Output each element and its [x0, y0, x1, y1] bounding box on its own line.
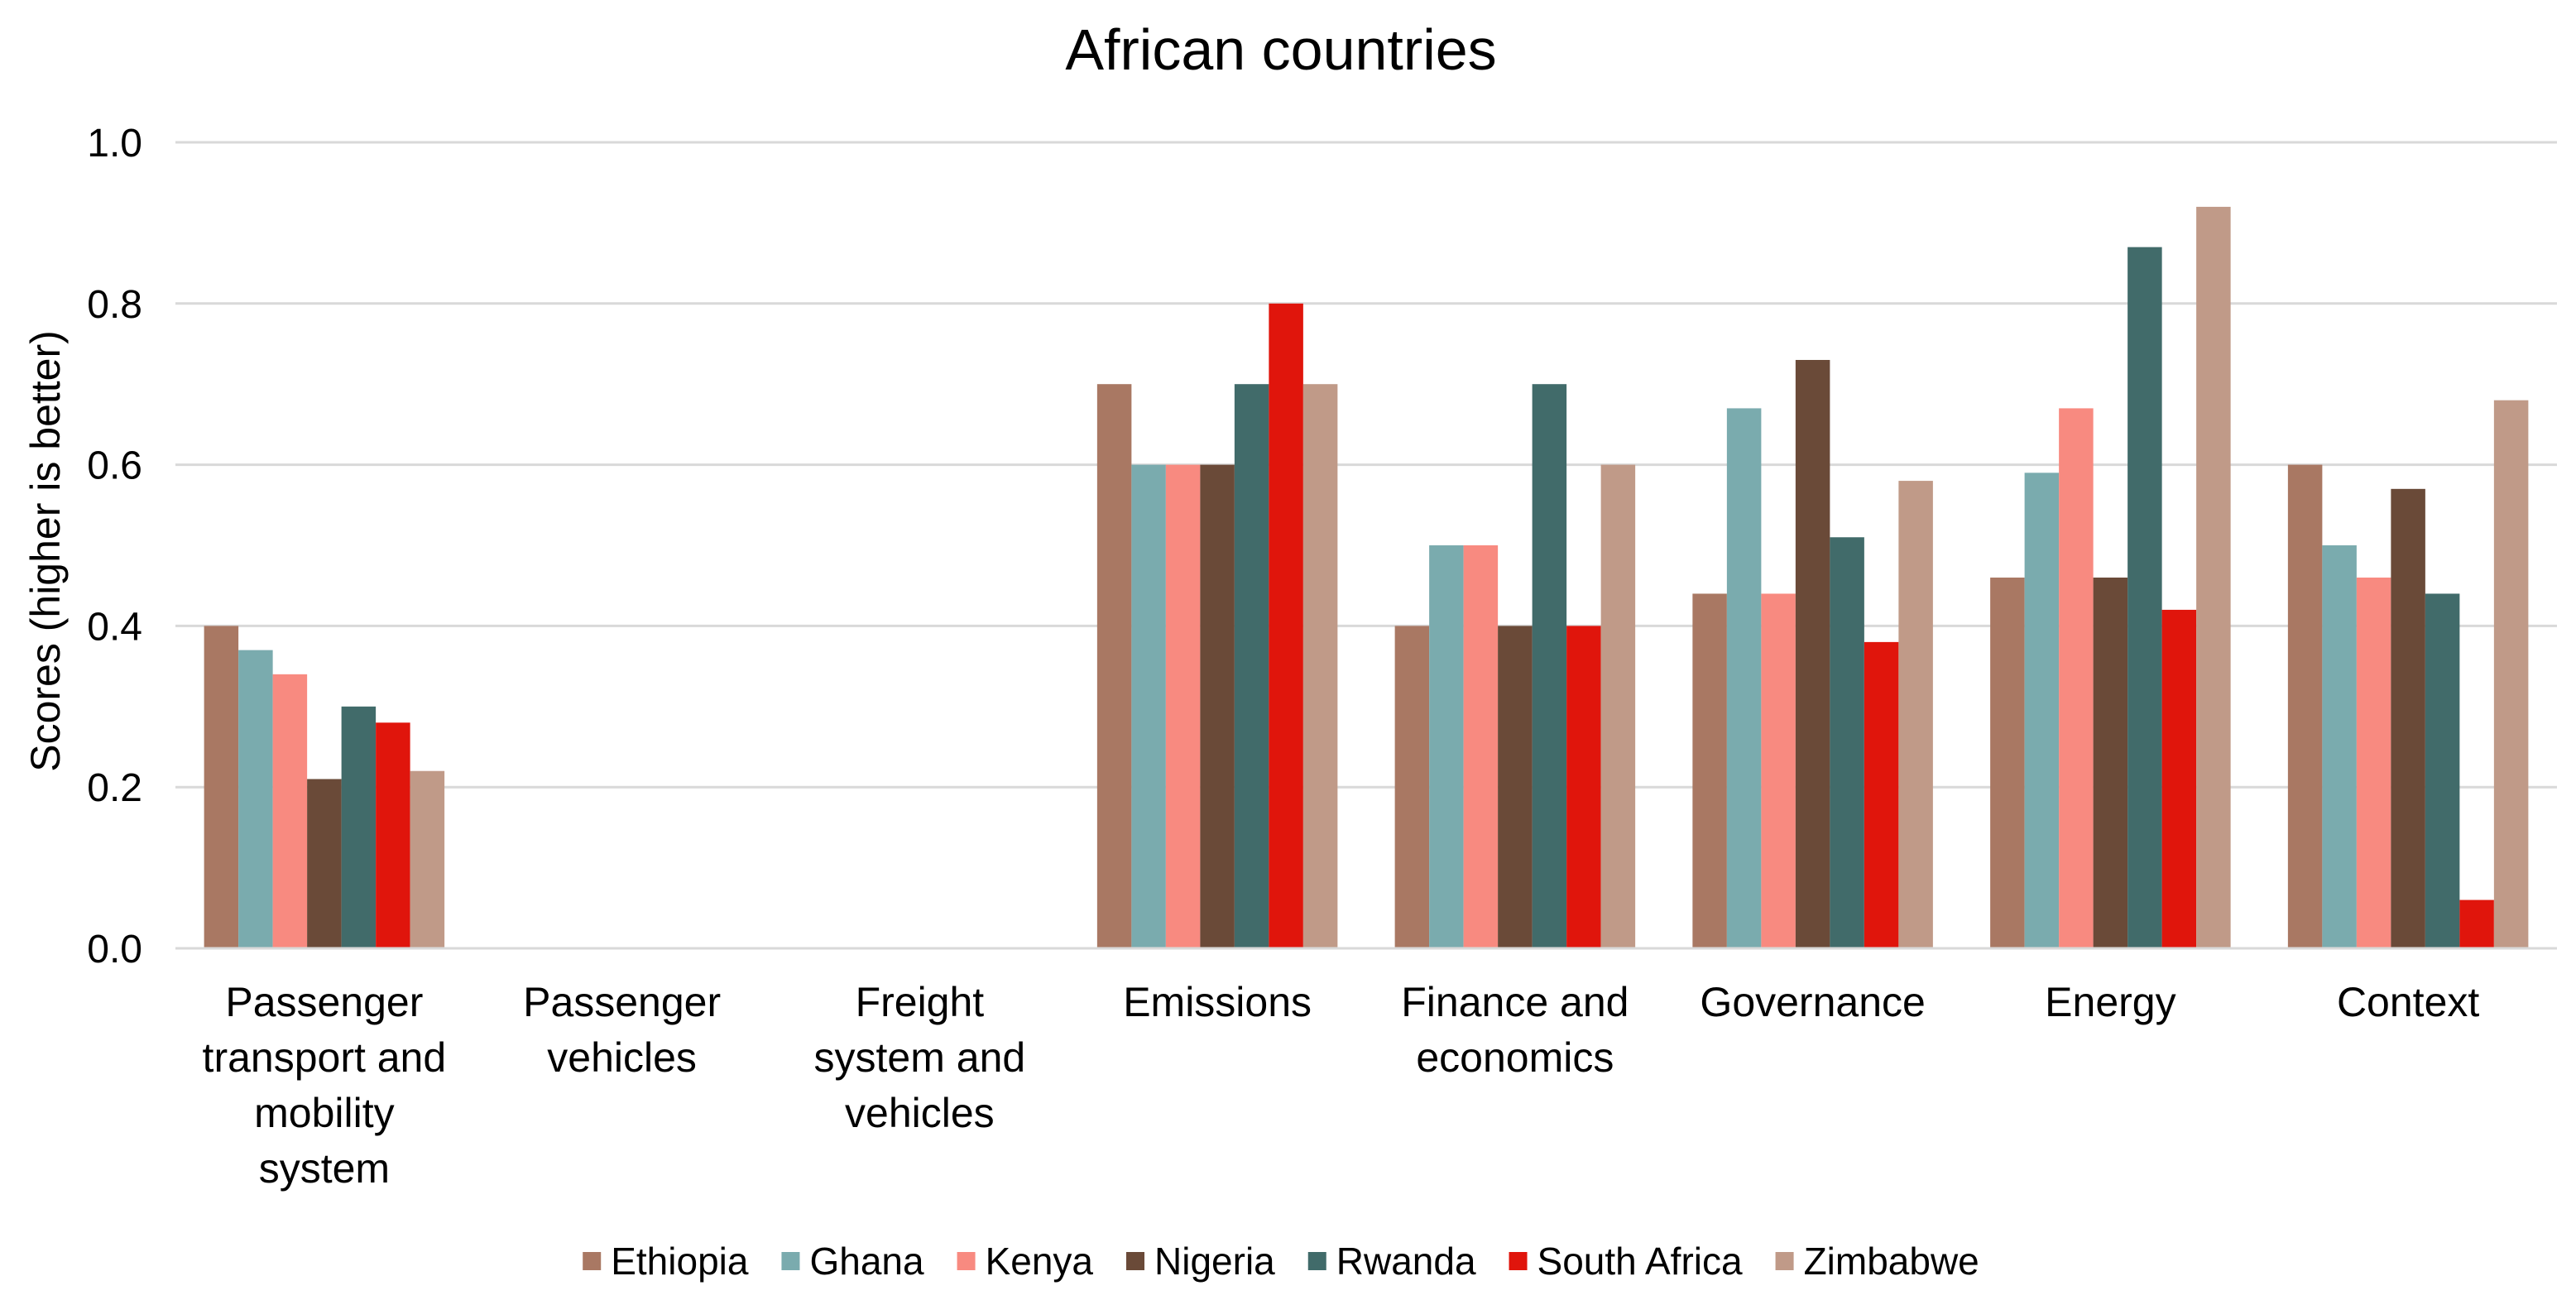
category-label: Freight — [856, 979, 985, 1025]
bar-nigeria — [307, 779, 342, 948]
category-labels: Passenger transport and mobility system Pass… — [203, 979, 2480, 1192]
bar-rwanda — [2425, 593, 2460, 948]
chart-title: African countries — [1065, 17, 1496, 82]
category-label: Governance — [1700, 979, 1925, 1025]
legend-label: Nigeria — [1154, 1240, 1275, 1283]
bar-zimbabwe — [1600, 464, 1636, 948]
bar-rwanda — [1532, 384, 1567, 948]
bar-nigeria — [2391, 488, 2425, 948]
bar-ghana — [1429, 545, 1464, 948]
category-label: economics — [1416, 1034, 1614, 1081]
bar-south-africa — [2161, 609, 2197, 948]
bar-kenya — [272, 674, 308, 948]
y-axis-label: Scores (higher is better) — [22, 330, 69, 772]
bar-zimbabwe — [2196, 206, 2231, 949]
bar-south-africa — [2459, 899, 2494, 948]
bar-rwanda — [1234, 384, 1269, 948]
bar-south-africa — [1864, 641, 1899, 948]
bar-ghana — [2322, 545, 2357, 948]
category-label: transport and — [203, 1034, 447, 1081]
y-tick-label: 0.0 — [87, 928, 142, 971]
bar-ethiopia — [1990, 577, 2025, 948]
y-tick-labels: 0.0 0.2 0.4 0.6 0.8 1.0 — [87, 122, 142, 971]
bar-ghana — [2024, 473, 2060, 948]
bar-nigeria — [1498, 626, 1533, 948]
bar-rwanda — [2127, 247, 2162, 948]
bar-rwanda — [341, 706, 377, 948]
category-label: vehicles — [845, 1090, 995, 1136]
category-label: Emissions — [1123, 979, 1312, 1025]
category-label: vehicles — [547, 1034, 697, 1081]
bar-nigeria — [2093, 577, 2128, 948]
bar-nigeria — [1200, 464, 1235, 948]
y-tick-label: 0.8 — [87, 283, 142, 327]
category-label: Passenger — [523, 979, 721, 1025]
legend-label: Ghana — [809, 1240, 924, 1283]
category-label: system — [259, 1145, 390, 1192]
y-tick-label: 0.6 — [87, 444, 142, 488]
bar-ethiopia — [1692, 593, 1727, 948]
legend-swatch-rwanda — [1307, 1252, 1326, 1270]
bar-zimbabwe — [410, 770, 445, 948]
bar-kenya — [1761, 593, 1796, 948]
bar-ethiopia — [2287, 464, 2323, 948]
category-label: Passenger — [225, 979, 423, 1025]
legend-swatch-nigeria — [1126, 1252, 1145, 1270]
bar-kenya — [1165, 464, 1201, 948]
bar-ghana — [238, 650, 273, 948]
category-label: Context — [2337, 979, 2479, 1025]
legend-swatch-ghana — [781, 1252, 800, 1270]
bar-rwanda — [1830, 537, 1864, 948]
bar-kenya — [2356, 577, 2391, 948]
legend-swatch-zimbabwe — [1775, 1252, 1794, 1270]
bar-south-africa — [376, 722, 410, 948]
y-tick-label: 0.2 — [87, 766, 142, 810]
bar-ghana — [1726, 408, 1762, 948]
legend-label: Ethiopia — [611, 1240, 749, 1283]
bar-south-africa — [1269, 303, 1303, 948]
bars — [204, 206, 2529, 949]
bar-ethiopia — [1394, 626, 1430, 948]
bar-ethiopia — [204, 626, 239, 948]
y-tick-label: 1.0 — [87, 122, 142, 165]
bar-zimbabwe — [1302, 384, 1338, 948]
legend-label: Kenya — [986, 1240, 1094, 1283]
legend-label: Rwanda — [1336, 1240, 1476, 1283]
bar-south-africa — [1566, 626, 1601, 948]
legend-label: South Africa — [1537, 1240, 1743, 1283]
legend-label: Zimbabwe — [1804, 1240, 1979, 1283]
legend: Ethiopia Ghana Kenya Nigeria Rwanda South Afr… — [583, 1240, 1979, 1283]
bar-ethiopia — [1096, 384, 1132, 948]
bar-nigeria — [1795, 359, 1830, 949]
legend-swatch-kenya — [957, 1252, 976, 1270]
bar-zimbabwe — [2493, 400, 2529, 948]
y-tick-label: 0.4 — [87, 605, 142, 649]
category-label: mobility — [254, 1090, 394, 1136]
legend-swatch-south-africa — [1509, 1252, 1528, 1270]
bar-kenya — [2059, 408, 2094, 948]
category-label: Energy — [2045, 979, 2175, 1025]
bar-zimbabwe — [1898, 481, 1933, 948]
bar-ghana — [1131, 464, 1166, 948]
category-label: system and — [814, 1034, 1026, 1081]
legend-swatch-ethiopia — [583, 1252, 602, 1270]
bar-kenya — [1463, 545, 1499, 948]
category-label: Finance and — [1401, 979, 1629, 1025]
